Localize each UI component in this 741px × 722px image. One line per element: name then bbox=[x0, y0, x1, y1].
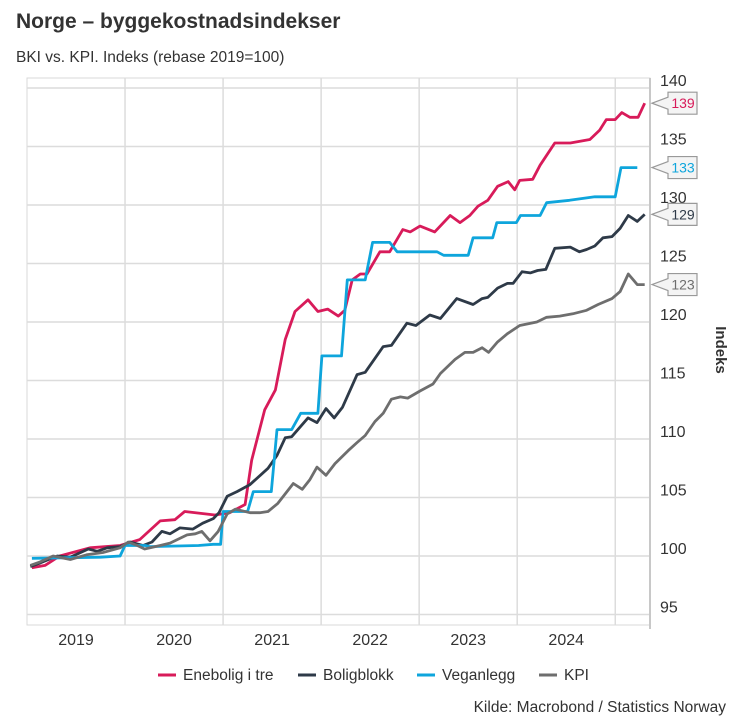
series-line-enebolig-i-tre bbox=[31, 102, 646, 570]
x-tick-label: 2022 bbox=[352, 632, 388, 649]
grid bbox=[26, 77, 651, 629]
y-tick-label: 115 bbox=[660, 366, 686, 383]
end-labels: 139 129 133 123 bbox=[650, 91, 698, 297]
legend-label: Enebolig i tre bbox=[183, 667, 273, 684]
series-line-veganlegg bbox=[31, 166, 638, 560]
callout-box bbox=[650, 155, 698, 180]
callout-value: 123 bbox=[671, 277, 695, 293]
legend-item: Veganlegg bbox=[417, 667, 515, 684]
end-label-callout: 139 bbox=[650, 91, 698, 115]
legend: Enebolig i tre Boligblokk Veganlegg KPI bbox=[158, 667, 589, 684]
x-tick-label: 2019 bbox=[58, 632, 94, 649]
y-tick-label: 125 bbox=[660, 249, 687, 266]
callout-value: 139 bbox=[671, 95, 695, 111]
plot-frame bbox=[26, 77, 651, 626]
x-tick-label: 2021 bbox=[254, 632, 290, 649]
source-note: Kilde: Macrobond / Statistics Norway bbox=[474, 699, 727, 716]
y-tick-label: 135 bbox=[660, 132, 687, 149]
x-tick-label: 2020 bbox=[156, 632, 192, 649]
y-tick-label: 100 bbox=[660, 541, 687, 558]
legend-label: Veganlegg bbox=[442, 667, 515, 684]
callout-box bbox=[650, 272, 698, 297]
legend-label: KPI bbox=[564, 667, 589, 684]
legend-label: Boligblokk bbox=[323, 667, 394, 684]
series-line-kpi bbox=[29, 272, 645, 567]
x-tick-label: 2023 bbox=[450, 632, 486, 649]
y-axis-label: Indeks bbox=[712, 326, 729, 374]
x-tick-label: 2024 bbox=[548, 632, 584, 649]
y-tick-label: 140 bbox=[660, 73, 687, 90]
end-label-callout: 123 bbox=[650, 272, 698, 297]
series-lines bbox=[29, 102, 646, 570]
x-axis: 2019 2020 2021 2022 2023 2024 bbox=[58, 632, 584, 649]
y-axis: 95 100 105 110 115 120 125 130 135 140 bbox=[660, 73, 687, 617]
y-tick-label: 110 bbox=[660, 424, 686, 441]
end-label-callout: 129 bbox=[650, 202, 698, 226]
chart-subtitle: BKI vs. KPI. Indeks (rebase 2019=100) bbox=[16, 49, 284, 66]
callout-value: 133 bbox=[671, 160, 695, 176]
y-tick-label: 105 bbox=[660, 483, 687, 500]
legend-item: Enebolig i tre bbox=[158, 667, 273, 684]
legend-item: Boligblokk bbox=[298, 667, 394, 684]
callout-box bbox=[650, 91, 698, 115]
legend-item: KPI bbox=[539, 667, 589, 684]
chart-title: Norge – byggekostnadsindekser bbox=[16, 10, 340, 33]
series-line-boligblokk bbox=[29, 213, 646, 568]
callout-value: 129 bbox=[671, 206, 695, 222]
y-tick-label: 95 bbox=[660, 600, 678, 617]
y-tick-label: 120 bbox=[660, 307, 687, 324]
callout-box bbox=[650, 202, 698, 226]
end-label-callout: 133 bbox=[650, 155, 698, 180]
y-tick-label: 130 bbox=[660, 190, 687, 207]
